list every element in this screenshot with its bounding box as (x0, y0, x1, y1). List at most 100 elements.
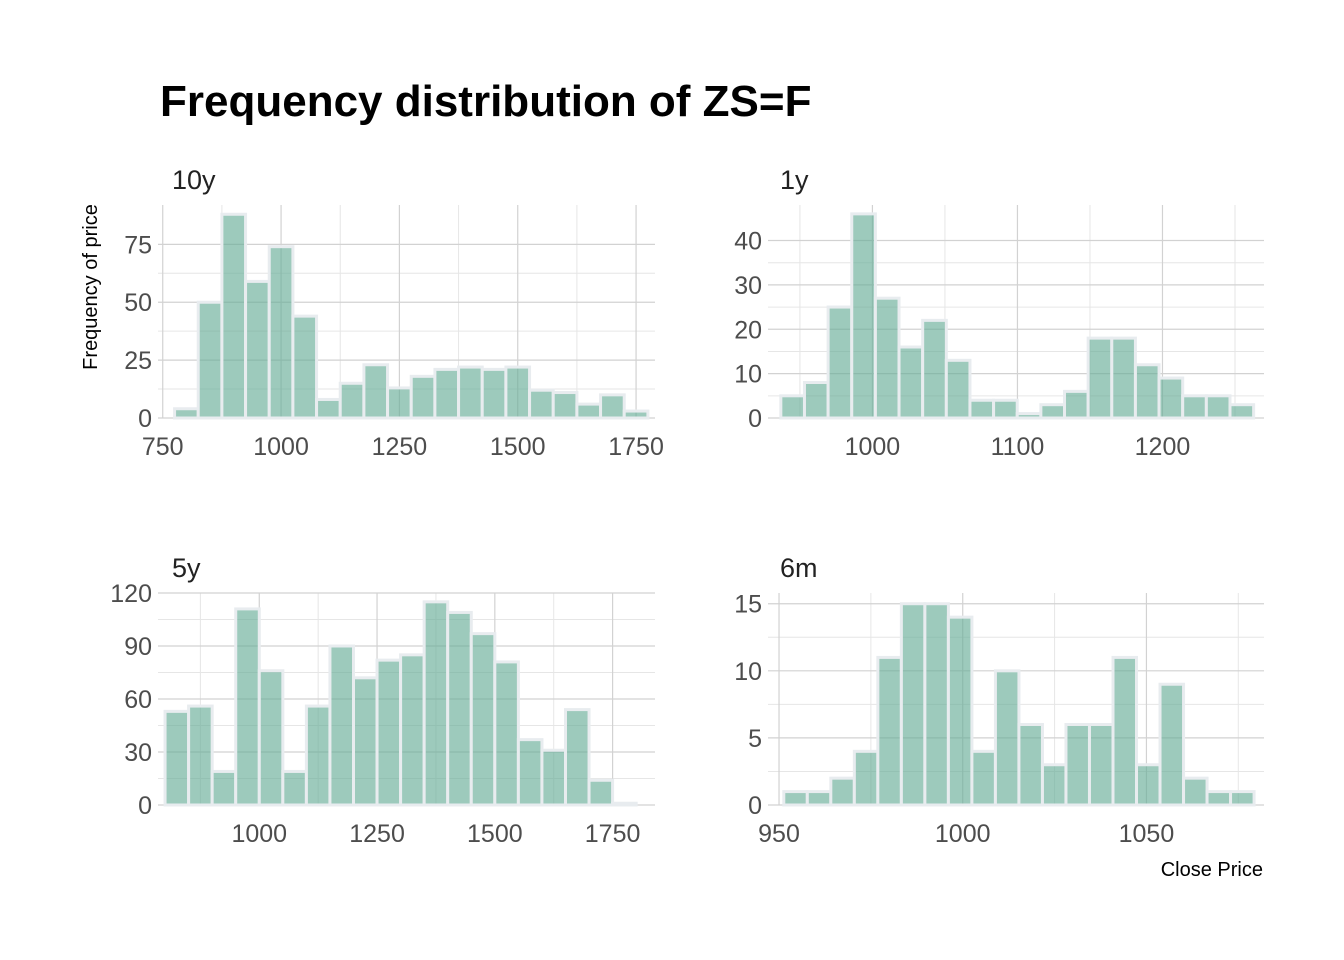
y-tick-label: 20 (734, 316, 762, 344)
histogram-bar (1017, 722, 1044, 807)
histogram-bar (1205, 790, 1233, 807)
histogram-bar (163, 709, 191, 807)
histogram-bar (399, 653, 426, 807)
histogram-bar (409, 374, 437, 420)
histogram-bar (422, 600, 450, 807)
histogram-bar (352, 676, 379, 807)
y-tick-label: 0 (748, 405, 762, 433)
panel-1y: 0 10 20 30 40 1000 1100 1200 1y (734, 165, 1264, 461)
facet-label: 6m (780, 553, 818, 583)
histogram-bar (173, 407, 200, 420)
panel-5y: 0 30 60 90 120 1000 1250 1500 1750 5y (110, 553, 655, 848)
x-tick-label: 1500 (467, 820, 523, 848)
histogram-bar (551, 391, 579, 420)
y-tick-label: 15 (734, 591, 762, 619)
histogram-bar (291, 314, 319, 420)
chart-title: Frequency distribution of ZS=F (160, 77, 811, 126)
histogram-bar (970, 749, 997, 807)
histogram-bar (897, 345, 925, 420)
histogram-bar (1157, 376, 1185, 420)
x-tick-label: 1000 (845, 433, 901, 461)
histogram-bar (516, 738, 544, 807)
histogram-bar (876, 655, 903, 807)
histogram-bar (304, 704, 332, 807)
histogram-bar (244, 279, 271, 420)
histogram-bar (1063, 389, 1090, 420)
y-tick-label: 50 (124, 289, 152, 317)
histogram-bar (1181, 394, 1208, 420)
facet-label: 1y (780, 165, 809, 195)
x-tick-label: 1250 (372, 433, 428, 461)
x-tick-label: 1250 (349, 820, 405, 848)
histogram-bar (540, 748, 567, 807)
y-tick-label: 10 (734, 658, 762, 686)
y-tick-label: 120 (110, 580, 152, 608)
histogram-bar (1158, 682, 1186, 807)
x-axis-title: Close Price (1161, 859, 1263, 881)
histogram-bar (528, 388, 555, 420)
histogram-bar (779, 394, 806, 420)
histogram-bar (267, 245, 295, 420)
histogram-bar (328, 644, 356, 807)
histogram-bar (234, 607, 261, 807)
y-tick-label: 30 (124, 739, 152, 767)
x-tick-label: 1200 (1135, 433, 1191, 461)
histogram-bar (599, 393, 626, 420)
histogram-bar (1204, 394, 1232, 420)
histogram-bar (575, 402, 603, 420)
y-tick-label: 25 (124, 347, 152, 375)
y-tick-label: 75 (124, 231, 152, 259)
histogram-bar (622, 409, 650, 420)
x-tick-label: 1000 (231, 820, 287, 848)
x-tick-label: 950 (758, 820, 800, 848)
histogram-bar (1064, 722, 1091, 807)
histogram-bar (873, 296, 901, 420)
histogram-bar (587, 778, 615, 807)
panel-10y: 0 25 50 75 750 1000 1250 1500 1750 10y (124, 165, 664, 461)
histogram-bar (315, 397, 342, 420)
y-tick-label: 0 (138, 792, 152, 820)
y-tick-label: 40 (734, 228, 762, 256)
histogram-bar (802, 381, 830, 420)
x-tick-label: 1000 (935, 820, 991, 848)
histogram-bar (1228, 403, 1256, 420)
x-tick-label: 1000 (253, 433, 309, 461)
histogram-bar (1086, 336, 1114, 420)
histogram-bar (946, 615, 974, 807)
histogram-bar (921, 318, 948, 420)
histogram-bar (1040, 763, 1068, 807)
histogram-bar (782, 790, 809, 807)
histogram-bar (457, 365, 484, 420)
y-tick-label: 30 (734, 272, 762, 300)
histogram-bar (210, 769, 238, 807)
y-tick-label: 90 (124, 633, 152, 661)
histogram-bar (386, 386, 413, 420)
y-tick-label: 60 (124, 686, 152, 714)
histogram-bar (338, 381, 366, 420)
histogram-bar (968, 398, 996, 420)
histogram-bar (493, 660, 520, 807)
histogram-bar (257, 669, 285, 807)
y-tick-label: 0 (138, 405, 152, 433)
histogram-bar (1087, 722, 1115, 807)
facet-label: 10y (172, 165, 216, 195)
histogram-bar (944, 358, 972, 420)
histogram-bar (923, 602, 950, 807)
histogram-bar (469, 632, 497, 807)
histogram-bar (1015, 412, 1043, 420)
x-tick-label: 1750 (608, 433, 664, 461)
histogram-bar (899, 602, 927, 807)
histogram-bar (1229, 790, 1256, 807)
facet-label: 5y (172, 553, 201, 583)
histogram-bar (1135, 763, 1162, 807)
x-tick-label: 1750 (585, 820, 641, 848)
histogram-bar (1111, 655, 1139, 807)
histogram-bar (1182, 776, 1209, 807)
histogram-bar (1133, 363, 1161, 420)
histogram-bar (829, 776, 856, 807)
y-tick-label: 10 (734, 361, 762, 389)
histogram-bar (852, 749, 880, 807)
histogram-bar (220, 212, 248, 420)
